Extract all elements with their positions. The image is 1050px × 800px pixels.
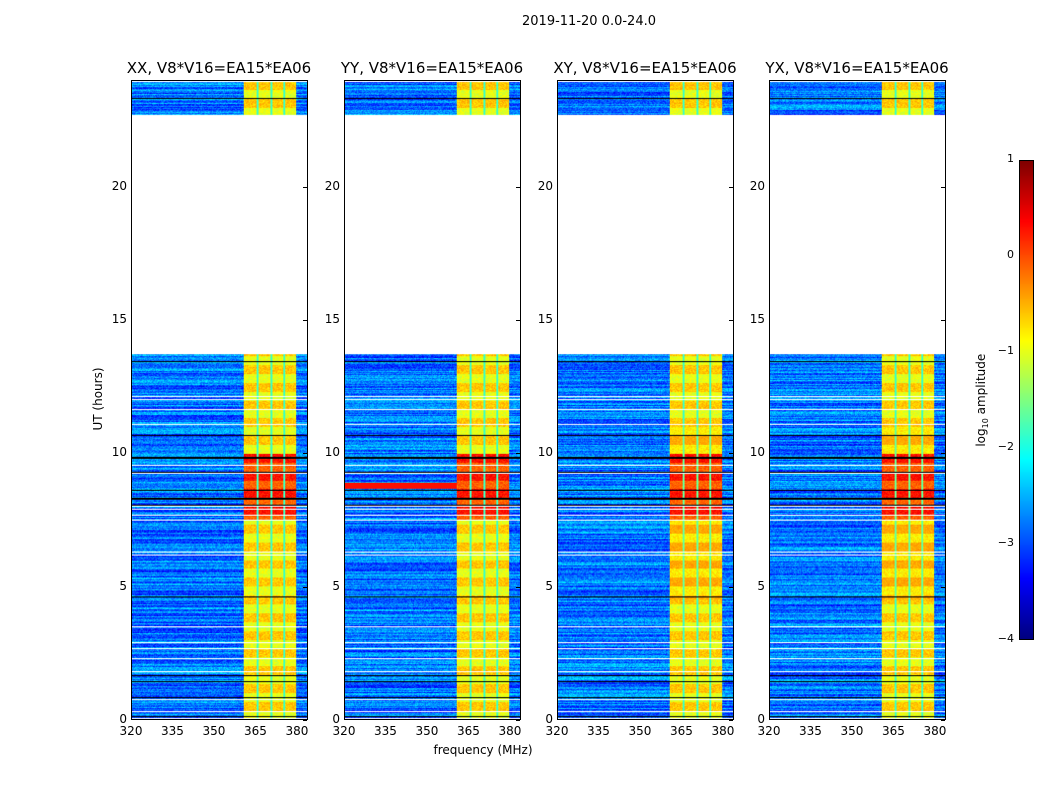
x-tick-label: 350 <box>415 724 439 738</box>
y-tick-mark <box>729 320 733 321</box>
panel-title: XY, V8*V16=EA15*EA06 <box>553 59 737 77</box>
y-tick-label: 20 <box>324 178 340 193</box>
colorbar-tick-label: −3 <box>997 536 1014 549</box>
heatmap-panel-1 <box>344 80 521 720</box>
y-tick-label: 20 <box>537 178 553 193</box>
y-tick-mark <box>516 720 520 721</box>
y-tick-mark <box>303 586 307 588</box>
x-tick-label: 320 <box>545 724 569 738</box>
y-tick-label: 10 <box>111 445 127 460</box>
y-tick-mark <box>941 186 945 188</box>
colorbar-tick-label: −1 <box>997 344 1014 357</box>
y-tick-mark <box>729 453 733 455</box>
colorbar-tick-label: −4 <box>997 632 1014 645</box>
y-tick-label: 5 <box>545 578 553 593</box>
panel-title: XX, V8*V16=EA15*EA06 <box>126 59 312 77</box>
y-tick-mark <box>303 186 307 188</box>
y-tick-label: 5 <box>332 578 340 593</box>
y-tick-label: 0 <box>119 712 127 726</box>
y-tick-mark <box>941 720 945 721</box>
y-tick-mark <box>729 720 733 721</box>
colorbar-tick-label: 0 <box>1007 248 1014 261</box>
heatmap-image <box>558 81 733 719</box>
y-tick-label: 5 <box>757 578 765 593</box>
colorbar-label: log10 amplitude <box>973 353 991 447</box>
y-tick-mark <box>516 320 520 321</box>
heatmap-image <box>345 81 520 719</box>
colorbar-tick-label: −2 <box>997 440 1014 453</box>
y-tick-label: 15 <box>537 312 553 326</box>
y-tick-mark <box>303 453 307 455</box>
y-tick-mark <box>941 320 945 321</box>
panel-title: YY, V8*V16=EA15*EA06 <box>340 59 524 77</box>
colorbar <box>1019 160 1034 640</box>
x-tick-label: 380 <box>711 724 735 738</box>
y-tick-label: 0 <box>545 712 553 726</box>
y-tick-label: 20 <box>111 178 127 193</box>
heatmap-panel-3 <box>769 80 946 720</box>
x-tick-label: 380 <box>923 724 947 738</box>
heatmap-image <box>132 81 307 719</box>
y-axis-label: UT (hours) <box>91 367 105 431</box>
x-tick-label: 320 <box>332 724 356 738</box>
x-tick-label: 335 <box>799 724 822 738</box>
y-tick-mark <box>729 186 733 188</box>
y-tick-label: 0 <box>757 712 765 726</box>
y-tick-label: 10 <box>537 445 553 460</box>
x-tick-label: 335 <box>161 724 184 738</box>
y-tick-mark <box>729 586 733 588</box>
x-tick-label: 350 <box>840 724 864 738</box>
y-tick-mark <box>516 453 520 455</box>
y-tick-mark <box>941 453 945 455</box>
y-tick-mark <box>941 586 945 588</box>
x-axis-label: frequency (MHz) <box>433 743 533 757</box>
y-tick-mark <box>516 586 520 588</box>
x-tick-label: 320 <box>119 724 143 738</box>
heatmap-image <box>770 81 945 719</box>
x-tick-label: 365 <box>457 724 480 738</box>
colorbar-tick-label: 1 <box>1007 152 1014 165</box>
y-tick-label: 15 <box>324 312 340 326</box>
x-tick-label: 380 <box>498 724 522 738</box>
y-tick-label: 5 <box>119 578 127 593</box>
x-tick-label: 320 <box>757 724 781 738</box>
panel-title: YX, V8*V16=EA15*EA06 <box>765 59 949 77</box>
heatmap-panel-2 <box>557 80 734 720</box>
x-tick-label: 365 <box>244 724 267 738</box>
y-tick-label: 10 <box>749 445 765 460</box>
x-tick-label: 335 <box>587 724 610 738</box>
x-tick-label: 365 <box>670 724 693 738</box>
x-tick-label: 335 <box>374 724 397 738</box>
y-tick-label: 10 <box>324 445 340 460</box>
heatmap-panel-0 <box>131 80 308 720</box>
x-tick-label: 350 <box>202 724 226 738</box>
x-tick-label: 380 <box>285 724 309 738</box>
y-tick-mark <box>303 720 307 721</box>
y-tick-label: 0 <box>332 712 340 726</box>
x-tick-label: 350 <box>628 724 652 738</box>
y-tick-mark <box>303 320 307 321</box>
figure-title: 2019-11-20 0.0-24.0 <box>522 14 656 29</box>
y-tick-label: 15 <box>749 312 765 326</box>
x-tick-label: 365 <box>882 724 905 738</box>
y-tick-mark <box>516 186 520 188</box>
y-tick-label: 15 <box>111 312 127 326</box>
y-tick-label: 20 <box>749 178 765 193</box>
